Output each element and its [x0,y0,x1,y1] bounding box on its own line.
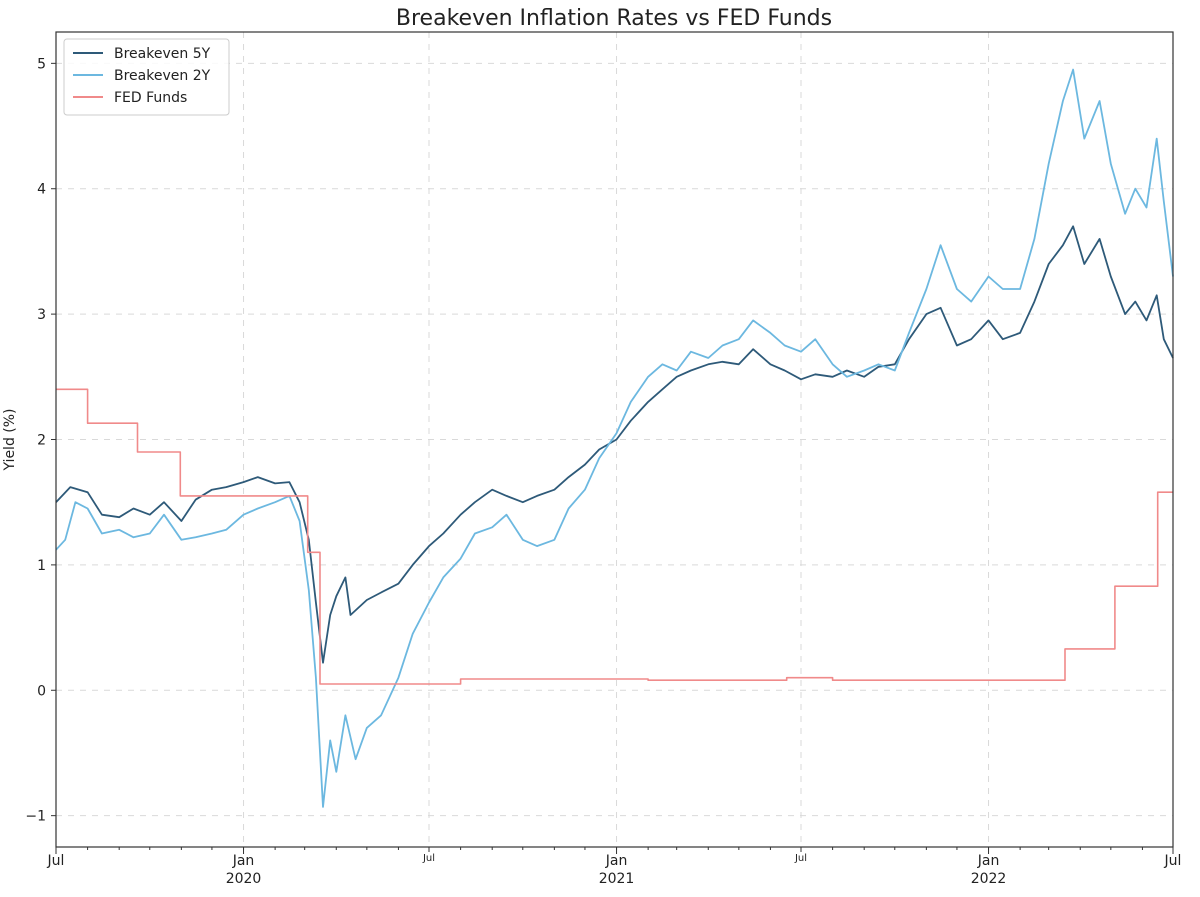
x-tick-label: Jul [794,853,807,864]
legend: Breakeven 5Y Breakeven 2Y FED Funds [63,38,230,116]
x-tick-label: Jul [47,853,65,869]
legend-label-fed-funds: FED Funds [114,90,187,106]
series-line-breakeven-5y [55,225,1174,664]
x-tick-year-label: 2021 [599,871,635,887]
x-axis: Jul Jan 2020 Jul Jan 2021 Jul Jan 2022 Jul [47,847,1182,887]
y-tick-label: 0 [37,683,46,699]
y-tick-label: 1 [37,558,46,574]
x-tick-year-label: 2022 [971,871,1007,887]
x-tick-label: Jul [1164,853,1182,869]
chart-title: Breakeven Inflation Rates vs FED Funds [396,6,832,31]
series-layer [55,68,1174,808]
y-tick-label: −1 [25,809,46,825]
x-tick-label: Jul [422,853,435,864]
x-tick-label: Jan [977,853,1000,869]
legend-box [63,38,230,116]
grid-layer [55,32,1174,847]
series-line-fed-funds [56,388,1173,685]
y-tick-label: 3 [37,307,46,323]
y-axis: −1 0 1 2 3 4 5 [25,56,56,825]
series-line-breakeven-2y [55,68,1174,808]
x-tick-label: Jan [605,853,628,869]
x-tick-year-label: 2020 [226,871,262,887]
y-tick-label: 2 [37,433,46,449]
y-tick-label: 4 [37,182,46,198]
legend-label-breakeven-5y: Breakeven 5Y [114,46,211,62]
y-tick-label: 5 [37,56,46,72]
legend-label-breakeven-2y: Breakeven 2Y [114,68,211,84]
y-axis-label: Yield (%) [2,408,18,471]
x-tick-label: Jan [232,853,255,869]
